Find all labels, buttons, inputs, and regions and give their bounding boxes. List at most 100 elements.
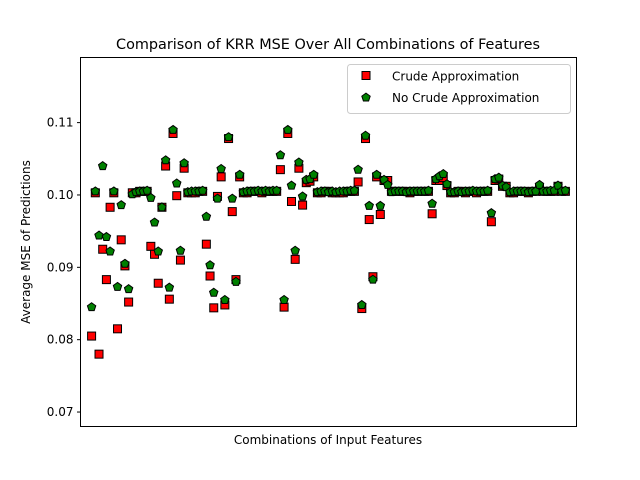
crude-approximation-point (116, 235, 126, 245)
y-tick-label: 0.07 (47, 405, 74, 419)
no-crude-approximation-point (486, 208, 497, 218)
no-crude-approximation-point (427, 198, 437, 208)
crude-approximation-point (275, 165, 285, 175)
no-crude-approximation-point (227, 193, 238, 203)
y-tick-label: 0.10 (47, 188, 74, 202)
plot-frame (80, 57, 577, 427)
no-crude-approximation-point (223, 132, 234, 142)
no-crude-approximation-point (364, 200, 374, 210)
no-crude-approximation-point (438, 168, 449, 179)
no-crude-approximation-point (201, 211, 212, 221)
legend-label-no-crude: No Crude Approximation (392, 91, 539, 105)
no-crude-approximation-point (297, 191, 308, 201)
crude-approximation-point (94, 349, 104, 359)
no-crude-approximation-point (231, 276, 241, 286)
no-crude-approximation-point (112, 281, 123, 291)
crude-approximation-point (486, 217, 496, 227)
no-crude-approximation-point (353, 164, 363, 174)
no-crude-approximation-point (105, 246, 115, 256)
no-crude-approximation-point (368, 274, 378, 284)
crude-approximation-point (172, 191, 182, 201)
no-crude-approximation-point (123, 284, 134, 294)
no-crude-approximation-point (275, 150, 286, 160)
crude-approximation-point (298, 200, 308, 210)
no-crude-approximation-point (560, 185, 571, 195)
crude-approximation-point (216, 172, 226, 182)
no-crude-approximation-point (216, 163, 226, 173)
crude-approximation-point (201, 239, 211, 249)
no-crude-approximation-point (205, 260, 215, 270)
no-crude-approximation-point (360, 130, 371, 140)
no-crude-approximation-point (294, 157, 304, 167)
crude-approximation-point (113, 324, 123, 334)
no-crude-approximation-point (286, 180, 297, 190)
no-crude-approximation-point (120, 258, 130, 268)
crude-approximation-point (153, 278, 163, 288)
no-crude-approximation-point (220, 294, 230, 304)
crude-approximation-point (227, 207, 237, 217)
no-crude-approximation-point (271, 185, 282, 195)
y-tick-label: 0.08 (47, 333, 74, 347)
no-crude-approximation-point (157, 202, 167, 212)
crude-approximation-point (290, 254, 300, 264)
no-crude-approximation-point (482, 185, 493, 195)
legend: Crude Approximation No Crude Approximati… (347, 64, 571, 114)
no-crude-approximation-point (160, 155, 171, 165)
crude-approximation-point (353, 177, 363, 187)
no-crude-approximation-point (142, 185, 152, 195)
no-crude-approximation-point (109, 186, 119, 196)
crude-approximation-point (146, 241, 156, 251)
y-axis: 0.07 0.08 0.09 0.10 0.11 (47, 116, 81, 419)
crude-approximation-point (175, 255, 185, 265)
no-crude-approximation-point (371, 169, 382, 179)
no-crude-approximation-point (171, 178, 182, 188)
no-crude-approximation-point (534, 179, 545, 189)
no-crude-approximation-point (86, 302, 97, 312)
y-tick-label: 0.11 (47, 116, 74, 130)
data-marks (86, 124, 571, 359)
no-crude-approximation-point (279, 294, 289, 304)
no-crude-approximation-point (423, 185, 434, 195)
no-crude-approximation-point (349, 185, 360, 195)
crude-approximation-point (375, 210, 385, 220)
crude-approximation-point (87, 331, 97, 341)
no-crude-approximation-point (101, 231, 112, 241)
no-crude-approximation-point (290, 245, 300, 255)
crude-approximation-point (124, 297, 134, 307)
chart-title: Comparison of KRR MSE Over All Combinati… (116, 37, 540, 53)
crude-approximation-point (164, 294, 174, 304)
crude-approximation-point (364, 215, 374, 225)
crude-approximation-point (279, 302, 289, 312)
crude-approximation-point (427, 209, 437, 219)
crude-approximation-point (98, 244, 108, 254)
no-crude-approximation-point (168, 124, 178, 134)
no-crude-approximation-point (90, 186, 101, 196)
no-crude-approximation-point (283, 124, 293, 134)
crude-approximation-point (205, 271, 215, 281)
no-crude-approximation-point (382, 179, 393, 189)
no-crude-approximation-point (234, 169, 245, 179)
no-crude-approximation-point (146, 192, 156, 202)
no-crude-approximation-point (94, 230, 104, 240)
y-tick-label: 0.09 (47, 260, 74, 274)
no-crude-approximation-point (175, 245, 186, 255)
no-crude-approximation-point (149, 217, 160, 227)
no-crude-approximation-point (164, 282, 175, 292)
no-crude-approximation-point (197, 185, 208, 195)
no-crude-approximation-point (308, 169, 319, 179)
no-crude-approximation-point (208, 287, 219, 297)
no-crude-approximation-point (212, 193, 223, 203)
legend-marker-crude (361, 71, 371, 80)
no-crude-approximation-point (357, 299, 367, 310)
no-crude-approximation-point (179, 158, 189, 168)
legend-marker-no-crude (361, 92, 371, 102)
no-crude-approximation-point (375, 200, 386, 210)
y-axis-label: Average MSE of Predictions (19, 160, 33, 324)
crude-approximation-point (105, 202, 115, 212)
no-crude-approximation-point (493, 172, 504, 182)
no-crude-approximation-point (153, 246, 164, 256)
legend-box (347, 64, 571, 114)
crude-approximation-point (101, 275, 111, 285)
no-crude-approximation-point (97, 161, 108, 171)
